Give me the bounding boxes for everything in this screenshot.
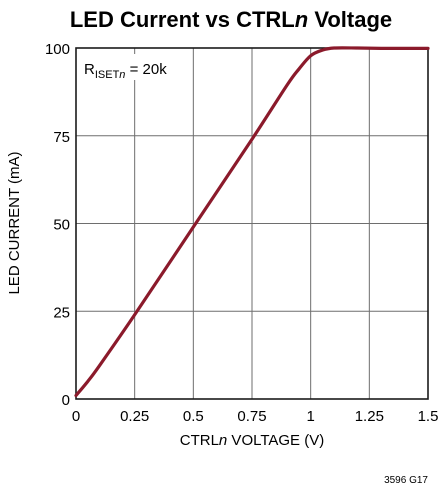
y-tick-label-0: 0 [62, 392, 70, 409]
x-tick-label-0: 0 [72, 408, 80, 425]
chart-title: LED Current vs CTRLn Voltage [70, 7, 392, 32]
annotation-text: RISETn = 20k [84, 61, 167, 81]
annotation-background [80, 54, 186, 80]
title-text-before: LED Current vs CTRL [70, 7, 295, 32]
x-axis-label-after: VOLTAGE (V) [227, 432, 324, 449]
annotation-label: RISETn = 20k [80, 54, 186, 81]
annotation-sub: ISET [95, 69, 120, 81]
series-line-0 [74, 46, 430, 398]
y-axis-label: LED CURRENT (mA) [6, 151, 23, 294]
x-axis-label-italic: n [219, 432, 227, 449]
x-tick-label-1: 0.25 [120, 408, 149, 425]
x-axis-label: CTRLn VOLTAGE (V) [180, 432, 324, 449]
grid [76, 48, 428, 399]
x-tick-label-4: 1 [306, 408, 314, 425]
x-axis-label-before: CTRL [180, 432, 219, 449]
annotation-main: R [84, 61, 95, 78]
y-tick-label-3: 75 [53, 129, 70, 146]
x-tick-label-6: 1.5 [418, 408, 439, 425]
y-tick-label-4: 100 [45, 41, 70, 58]
x-axis-ticks: 0 0.25 0.5 0.75 1 1.25 1.5 [72, 408, 439, 425]
annotation-after: = 20k [125, 61, 167, 78]
x-tick-label-2: 0.5 [183, 408, 204, 425]
plot-frame [75, 47, 429, 400]
y-tick-label-1: 25 [53, 304, 70, 321]
series-group [74, 46, 430, 398]
title-text-italic: n [295, 7, 308, 32]
annotation-sub-italic: n [119, 69, 125, 81]
x-tick-label-5: 1.25 [355, 408, 384, 425]
y-tick-label-2: 50 [53, 217, 70, 234]
figure-id: 3596 G17 [384, 475, 428, 486]
x-tick-label-3: 0.75 [237, 408, 266, 425]
y-axis-ticks: 0 25 50 75 100 [45, 41, 70, 409]
title-text-after: Voltage [308, 7, 392, 32]
